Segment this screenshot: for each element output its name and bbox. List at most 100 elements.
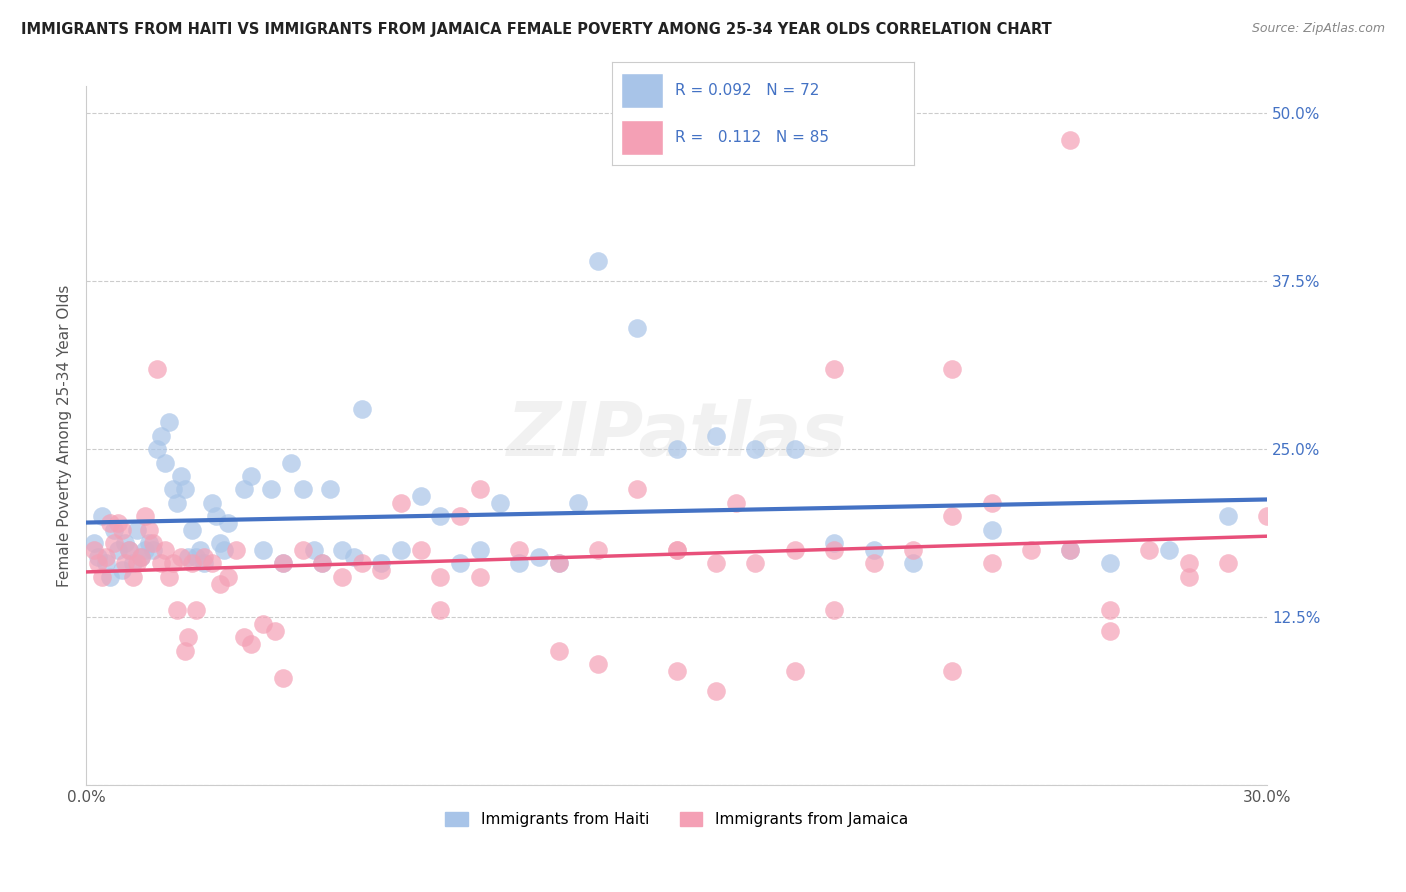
Point [107, 543, 129, 558]
Point [146, 361, 169, 376]
Point [370, 563, 392, 577]
Point [166, 603, 188, 617]
Point [508, 543, 530, 558]
Point [980, 523, 1002, 537]
Point [1216, 509, 1239, 524]
Point [118, 543, 141, 558]
Point [193, 557, 215, 571]
Point [823, 543, 845, 558]
Point [157, 570, 180, 584]
Point [626, 321, 648, 335]
Point [1256, 509, 1278, 524]
Point [823, 536, 845, 550]
Point [232, 630, 254, 644]
Point [114, 557, 136, 571]
Point [90, 570, 112, 584]
Point [225, 543, 247, 558]
Point [252, 543, 274, 558]
Point [429, 603, 451, 617]
Point [208, 536, 231, 550]
FancyBboxPatch shape [620, 120, 664, 155]
Point [208, 576, 231, 591]
Point [280, 456, 302, 470]
Point [149, 428, 172, 442]
Point [1059, 133, 1081, 147]
Point [201, 496, 224, 510]
Point [330, 570, 353, 584]
Point [311, 557, 333, 571]
Point [186, 603, 208, 617]
Point [547, 644, 569, 658]
Point [429, 509, 451, 524]
Point [319, 483, 342, 497]
Point [264, 624, 287, 638]
Point [409, 543, 432, 558]
Point [783, 543, 806, 558]
Point [586, 543, 609, 558]
Point [823, 603, 845, 617]
Point [193, 549, 215, 564]
Point [586, 657, 609, 672]
Point [1137, 543, 1160, 558]
Point [169, 469, 191, 483]
Point [704, 428, 727, 442]
Point [449, 557, 471, 571]
Point [122, 557, 145, 571]
Point [177, 630, 200, 644]
Point [103, 536, 125, 550]
Point [240, 469, 263, 483]
Point [83, 536, 105, 550]
Point [98, 570, 121, 584]
Point [114, 536, 136, 550]
Point [783, 664, 806, 678]
Point [188, 543, 211, 558]
Point [87, 549, 110, 564]
Text: IMMIGRANTS FROM HAITI VS IMMIGRANTS FROM JAMAICA FEMALE POVERTY AMONG 25-34 YEAR: IMMIGRANTS FROM HAITI VS IMMIGRANTS FROM… [21, 22, 1052, 37]
Point [862, 543, 884, 558]
Point [468, 543, 491, 558]
Point [240, 637, 263, 651]
Point [488, 496, 510, 510]
Point [98, 516, 121, 530]
Point [181, 523, 204, 537]
Point [744, 557, 766, 571]
Point [134, 543, 156, 558]
Point [127, 523, 149, 537]
FancyBboxPatch shape [620, 73, 664, 108]
Point [173, 644, 195, 658]
Point [138, 536, 160, 550]
Text: Source: ZipAtlas.com: Source: ZipAtlas.com [1251, 22, 1385, 36]
Point [823, 361, 845, 376]
Point [212, 543, 235, 558]
Point [304, 543, 326, 558]
Text: R = 0.092   N = 72: R = 0.092 N = 72 [675, 83, 820, 97]
Point [1059, 543, 1081, 558]
Text: ZIPatlas: ZIPatlas [506, 400, 846, 472]
Point [409, 489, 432, 503]
Point [134, 509, 156, 524]
Point [468, 570, 491, 584]
Point [508, 557, 530, 571]
Point [862, 557, 884, 571]
Point [527, 549, 550, 564]
Point [110, 563, 132, 577]
Point [186, 549, 208, 564]
Point [1157, 543, 1180, 558]
Legend: Immigrants from Haiti, Immigrants from Jamaica: Immigrants from Haiti, Immigrants from J… [439, 806, 914, 833]
Point [162, 483, 184, 497]
Y-axis label: Female Poverty Among 25-34 Year Olds: Female Poverty Among 25-34 Year Olds [58, 285, 72, 587]
Point [153, 543, 176, 558]
Point [291, 543, 314, 558]
Point [252, 616, 274, 631]
Point [567, 496, 589, 510]
Point [901, 543, 924, 558]
Point [370, 557, 392, 571]
Point [260, 483, 283, 497]
Point [1059, 543, 1081, 558]
Point [665, 543, 688, 558]
Point [449, 509, 471, 524]
Point [94, 557, 117, 571]
Point [166, 496, 188, 510]
Point [665, 543, 688, 558]
Point [586, 254, 609, 268]
